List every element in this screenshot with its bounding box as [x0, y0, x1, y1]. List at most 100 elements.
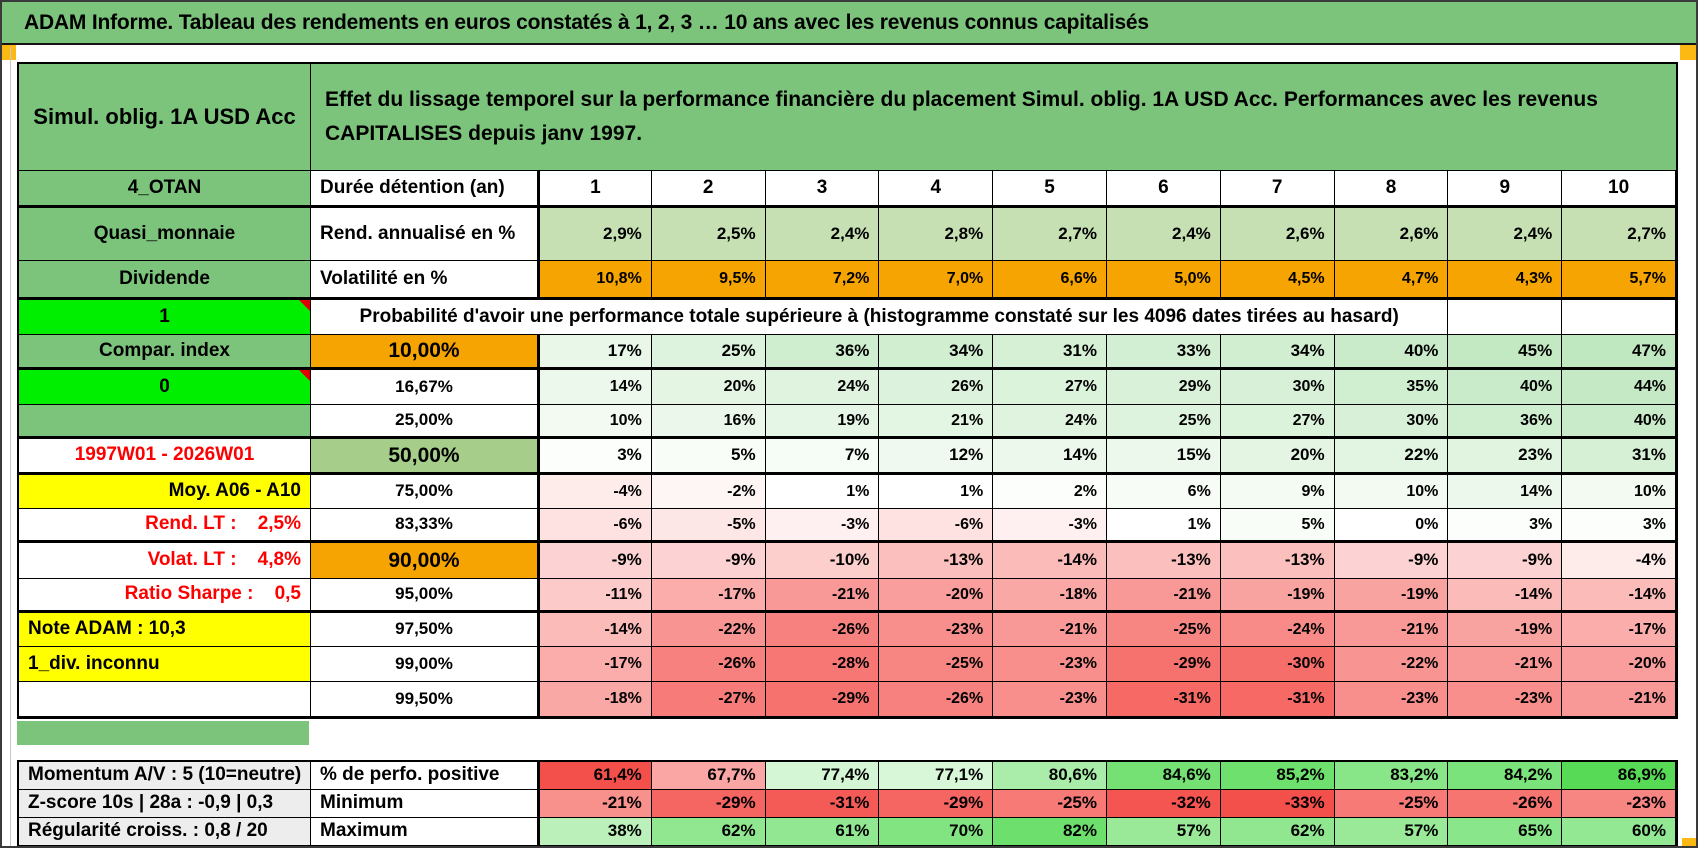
prob-9500-col1[interactable]: -11% — [538, 579, 652, 613]
prob-9000-col9[interactable]: -9% — [1448, 543, 1563, 579]
threshold-8333[interactable]: 83,33% — [311, 509, 538, 543]
left-cell-dividende[interactable]: Dividende — [19, 261, 311, 300]
duration-col-1[interactable]: 1 — [538, 171, 652, 208]
left-cell-4-otan[interactable]: 4_OTAN — [19, 171, 311, 208]
summary--de-perfo-positive-col9[interactable]: 84,2% — [1448, 762, 1563, 790]
summary-maximum-col5[interactable]: 82% — [993, 818, 1107, 846]
prob-2500-col3[interactable]: 19% — [765, 405, 880, 439]
rend-col-9[interactable]: 2,4% — [1448, 208, 1563, 261]
summary-minimum-col4[interactable]: -29% — [879, 790, 994, 818]
prob-9900-col2[interactable]: -26% — [651, 647, 766, 682]
prob-1667-col3[interactable]: 24% — [765, 370, 880, 405]
summary-maximum-col7[interactable]: 62% — [1220, 818, 1335, 846]
prob-2500-col8[interactable]: 30% — [1334, 405, 1449, 439]
prob-9750-col8[interactable]: -21% — [1334, 613, 1449, 647]
prob-9900-col10[interactable]: -20% — [1562, 647, 1676, 682]
prob-9900-col6[interactable]: -29% — [1107, 647, 1221, 682]
probability-empty-10[interactable] — [1562, 300, 1676, 335]
summary-maximum-col10[interactable]: 60% — [1562, 818, 1676, 846]
prob-7500-col3[interactable]: 1% — [765, 475, 880, 509]
prob-9950-col7[interactable]: -31% — [1220, 682, 1335, 717]
prob-9750-col6[interactable]: -25% — [1107, 613, 1221, 647]
prob-9950-col4[interactable]: -26% — [879, 682, 994, 717]
prob-2500-col6[interactable]: 25% — [1107, 405, 1221, 439]
summary-label-1[interactable]: Minimum — [311, 790, 538, 818]
summary--de-perfo-positive-col3[interactable]: 77,4% — [765, 762, 880, 790]
prob-9000-col1[interactable]: -9% — [538, 543, 652, 579]
prob-9500-col5[interactable]: -18% — [993, 579, 1107, 613]
summary-label-0[interactable]: % de perfo. positive — [311, 762, 538, 790]
prob-7500-col2[interactable]: -2% — [651, 475, 766, 509]
summary-minimum-col5[interactable]: -25% — [993, 790, 1107, 818]
prob-8333-col8[interactable]: 0% — [1334, 509, 1449, 543]
volat-col-9[interactable]: 4,3% — [1448, 261, 1563, 300]
prob-2500-col9[interactable]: 36% — [1448, 405, 1563, 439]
prob-9000-col2[interactable]: -9% — [651, 543, 766, 579]
summary-minimum-col8[interactable]: -25% — [1334, 790, 1449, 818]
prob-7500-col4[interactable]: 1% — [879, 475, 994, 509]
volat-label[interactable]: Volatilité en % — [311, 261, 538, 300]
rend-col-4[interactable]: 2,8% — [879, 208, 994, 261]
duration-col-3[interactable]: 3 — [765, 171, 880, 208]
rend-col-3[interactable]: 2,4% — [765, 208, 880, 261]
prob-1000-col1[interactable]: 17% — [538, 335, 652, 370]
prob-9950-col2[interactable]: -27% — [651, 682, 766, 717]
prob-9000-col10[interactable]: -4% — [1562, 543, 1676, 579]
prob-9900-col8[interactable]: -22% — [1334, 647, 1449, 682]
prob-1667-col4[interactable]: 26% — [879, 370, 994, 405]
rend-col-8[interactable]: 2,6% — [1334, 208, 1449, 261]
summary-maximum-col6[interactable]: 57% — [1107, 818, 1221, 846]
prob-9000-col5[interactable]: -14% — [993, 543, 1107, 579]
prob-2500-col10[interactable]: 40% — [1562, 405, 1676, 439]
summary-minimum-col6[interactable]: -32% — [1107, 790, 1221, 818]
prob-9750-col10[interactable]: -17% — [1562, 613, 1676, 647]
prob-9950-col8[interactable]: -23% — [1334, 682, 1449, 717]
threshold-1667[interactable]: 16,67% — [311, 370, 538, 405]
volat-col-4[interactable]: 7,0% — [879, 261, 994, 300]
threshold-1000[interactable]: 10,00% — [311, 335, 538, 370]
summary-minimum-col10[interactable]: -23% — [1562, 790, 1676, 818]
summary-maximum-col3[interactable]: 61% — [765, 818, 880, 846]
threshold-9000[interactable]: 90,00% — [311, 543, 538, 579]
prob-9500-col10[interactable]: -14% — [1562, 579, 1676, 613]
prob-5000-col8[interactable]: 22% — [1334, 439, 1449, 475]
rend-col-6[interactable]: 2,4% — [1107, 208, 1221, 261]
duration-col-5[interactable]: 5 — [993, 171, 1107, 208]
prob-1667-col1[interactable]: 14% — [538, 370, 652, 405]
left-cell-1[interactable]: 1 — [19, 300, 311, 335]
duration-col-2[interactable]: 2 — [651, 171, 766, 208]
left-cell-note-adam-10-3[interactable]: Note ADAM : 10,3 — [19, 613, 311, 647]
prob-9750-col5[interactable]: -21% — [993, 613, 1107, 647]
prob-9500-col7[interactable]: -19% — [1220, 579, 1335, 613]
summary--de-perfo-positive-col7[interactable]: 85,2% — [1220, 762, 1335, 790]
prob-9500-col8[interactable]: -19% — [1334, 579, 1449, 613]
volat-col-1[interactable]: 10,8% — [538, 261, 652, 300]
prob-7500-col1[interactable]: -4% — [538, 475, 652, 509]
duration-col-6[interactable]: 6 — [1107, 171, 1221, 208]
rend-col-2[interactable]: 2,5% — [651, 208, 766, 261]
prob-1000-col8[interactable]: 40% — [1334, 335, 1449, 370]
prob-2500-col7[interactable]: 27% — [1220, 405, 1335, 439]
prob-7500-col7[interactable]: 9% — [1220, 475, 1335, 509]
duration-label[interactable]: Durée détention (an) — [311, 171, 538, 208]
prob-1667-col6[interactable]: 29% — [1107, 370, 1221, 405]
prob-9500-col3[interactable]: -21% — [765, 579, 880, 613]
prob-5000-col4[interactable]: 12% — [879, 439, 994, 475]
prob-1000-col6[interactable]: 33% — [1107, 335, 1221, 370]
volat-col-7[interactable]: 4,5% — [1220, 261, 1335, 300]
prob-8333-col7[interactable]: 5% — [1220, 509, 1335, 543]
left-cell-rend-lt-2-5[interactable]: Rend. LT : 2,5% — [19, 509, 311, 543]
prob-9500-col4[interactable]: -20% — [879, 579, 994, 613]
prob-1000-col7[interactable]: 34% — [1220, 335, 1335, 370]
prob-1000-col10[interactable]: 47% — [1562, 335, 1676, 370]
prob-5000-col10[interactable]: 31% — [1562, 439, 1676, 475]
prob-9900-col3[interactable]: -28% — [765, 647, 880, 682]
prob-1667-col9[interactable]: 40% — [1448, 370, 1563, 405]
prob-9750-col7[interactable]: -24% — [1220, 613, 1335, 647]
prob-8333-col3[interactable]: -3% — [765, 509, 880, 543]
left-cell-1997w01-2026w01[interactable]: 1997W01 - 2026W01 — [19, 439, 311, 475]
prob-5000-col5[interactable]: 14% — [993, 439, 1107, 475]
threshold-9750[interactable]: 97,50% — [311, 613, 538, 647]
probability-title[interactable]: Probabilité d'avoir une performance tota… — [311, 300, 1449, 335]
prob-9900-col1[interactable]: -17% — [538, 647, 652, 682]
